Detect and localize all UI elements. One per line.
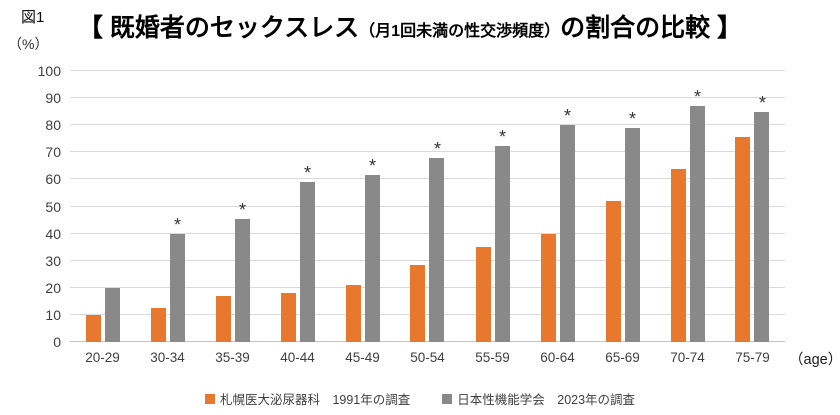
- y-axis-tick-label: 80: [45, 117, 61, 134]
- significance-asterisk: *: [238, 199, 247, 220]
- significance-asterisk: *: [498, 126, 507, 147]
- y-axis-tick-label: 50: [45, 198, 61, 215]
- bar-1991: [345, 285, 361, 342]
- y-axis-tick-label: 60: [45, 171, 61, 188]
- legend-item: 日本性機能学会 2023年の調査: [442, 389, 635, 408]
- significance-asterisk: *: [758, 92, 766, 113]
- bar-1991: [475, 247, 491, 342]
- bar-group: * 45-49: [330, 71, 395, 365]
- legend-swatch: [442, 393, 453, 404]
- bar-2023: [299, 182, 315, 342]
- x-axis-category-label: 75-79: [735, 350, 770, 365]
- legend-swatch: [204, 393, 215, 404]
- y-axis-unit-label: （%）: [8, 36, 49, 52]
- bar-2023: [364, 175, 380, 342]
- bar-2023: [169, 233, 185, 342]
- x-axis-category-label: 65-69: [605, 350, 640, 365]
- x-axis-unit-label: （age）: [789, 352, 840, 368]
- x-axis-category-label: 35-39: [215, 350, 250, 365]
- figure-number-label: 図1: [21, 9, 45, 26]
- gridline: [70, 97, 785, 99]
- bar-1991: [215, 295, 231, 342]
- bar-2023: [624, 127, 640, 342]
- bar-group: * 50-54: [395, 71, 460, 365]
- chart-title-suffix: の割合の比較 】: [560, 14, 743, 42]
- y-axis-tick-label: 10: [45, 306, 61, 323]
- legend-label: 日本性機能学会 2023年の調査: [457, 393, 636, 407]
- significance-asterisk: *: [563, 106, 572, 127]
- bar-1991: [735, 137, 751, 342]
- chart-title: 【 既婚者のセックスレス（月1回未満の性交渉頻度）の割合の比較 】: [50, 9, 770, 51]
- x-axis-category-label: 30-34: [150, 350, 185, 365]
- significance-asterisk: *: [693, 87, 702, 108]
- y-axis-tick-label: 0: [53, 334, 61, 350]
- x-axis-category-label: 70-74: [670, 350, 705, 365]
- gridline: [70, 232, 785, 234]
- legend-item: 札幌医大泌尿器科 1991年の調査: [204, 389, 411, 408]
- bar-1991: [410, 264, 426, 342]
- gridline: [70, 313, 785, 315]
- significance-asterisk: *: [303, 163, 312, 184]
- gridline: [70, 341, 785, 342]
- bar-2023: [754, 111, 770, 342]
- chart-title-parenthetical: （月1回未満の性交渉頻度）: [359, 23, 561, 40]
- y-axis-tick-label: 70: [45, 144, 61, 161]
- legend: 札幌医大泌尿器科 1991年の調査 日本性機能学会 2023年の調査: [0, 389, 840, 408]
- y-axis-tick-label: 40: [45, 225, 61, 242]
- significance-asterisk: *: [368, 156, 377, 177]
- gridline: [70, 178, 785, 180]
- gridline: [70, 70, 785, 71]
- x-axis-category-label: 55-59: [475, 350, 510, 365]
- bar-group: * 65-69: [590, 71, 655, 365]
- x-axis-category-label: 40-44: [280, 350, 315, 365]
- bar-group: * 55-59: [460, 71, 525, 365]
- bar-2023: [104, 287, 120, 342]
- gridline: [70, 205, 785, 207]
- significance-asterisk: *: [628, 108, 637, 129]
- bar-2023: [429, 157, 445, 342]
- bar-group: * 40-44: [265, 71, 330, 365]
- significance-asterisk: *: [173, 214, 182, 235]
- x-axis-category-label: 20-29: [85, 350, 120, 365]
- legend-label: 札幌医大泌尿器科 1991年の調査: [219, 393, 411, 407]
- bar-group: * 75-79: [720, 71, 785, 365]
- x-axis-category-label: 50-54: [410, 350, 445, 365]
- x-axis-category-label: 60-64: [540, 350, 575, 365]
- y-axis-tick-label: 90: [45, 90, 61, 107]
- gridline: [70, 151, 785, 153]
- bar-1991: [280, 293, 296, 342]
- bar-group: * 60-64: [525, 71, 590, 365]
- bar-2023: [559, 125, 575, 342]
- gridline: [70, 124, 785, 126]
- bar-group: * 70-74: [655, 71, 720, 365]
- bar-1991: [540, 233, 556, 342]
- bar-group: 20-29: [70, 71, 135, 365]
- significance-asterisk: *: [433, 138, 441, 159]
- y-axis-tick-label: 100: [37, 63, 61, 79]
- bar-1991: [150, 308, 166, 342]
- bar-2023: [494, 145, 510, 342]
- bar-2023: [689, 106, 705, 342]
- bar-2023: [234, 218, 250, 342]
- bar-1991: [605, 201, 621, 342]
- y-axis-tick-label: 30: [45, 252, 61, 269]
- bar-1991: [670, 168, 686, 342]
- bar-group: * 35-39: [200, 71, 265, 365]
- y-axis-tick-label: 20: [45, 279, 61, 296]
- gridline: [70, 259, 785, 261]
- bar-group: * 30-34: [135, 71, 200, 365]
- chart-title-main: 【 既婚者のセックスレス: [77, 14, 360, 42]
- bar-1991: [85, 314, 101, 342]
- x-axis-category-label: 45-49: [345, 350, 380, 365]
- gridline: [70, 286, 785, 288]
- plot-area: 0 10 20 30 40 50 60 70 80 90 100 20-29 * 30-34 * 35-39 *…: [38, 63, 785, 365]
